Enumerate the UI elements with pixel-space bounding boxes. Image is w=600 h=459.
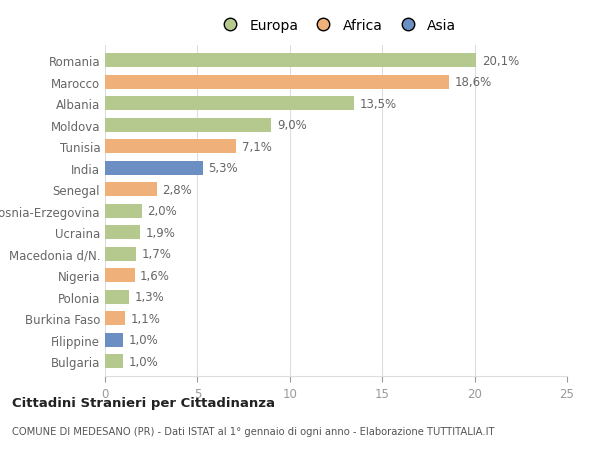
Bar — [105, 204, 142, 218]
Bar — [105, 312, 125, 325]
Bar — [105, 290, 129, 304]
Text: 1,9%: 1,9% — [146, 226, 176, 239]
Text: 1,0%: 1,0% — [129, 333, 159, 347]
Text: 18,6%: 18,6% — [454, 76, 491, 89]
Text: 1,6%: 1,6% — [140, 269, 170, 282]
Bar — [105, 183, 157, 196]
Bar — [105, 140, 236, 154]
Text: COMUNE DI MEDESANO (PR) - Dati ISTAT al 1° gennaio di ogni anno - Elaborazione T: COMUNE DI MEDESANO (PR) - Dati ISTAT al … — [12, 426, 494, 436]
Bar — [105, 226, 140, 240]
Text: 9,0%: 9,0% — [277, 119, 307, 132]
Text: 2,8%: 2,8% — [162, 183, 192, 196]
Text: 2,0%: 2,0% — [148, 205, 177, 218]
Bar — [105, 333, 124, 347]
Bar — [105, 354, 124, 368]
Bar — [105, 269, 134, 282]
Text: 1,7%: 1,7% — [142, 247, 172, 261]
Text: 1,0%: 1,0% — [129, 355, 159, 368]
Text: 20,1%: 20,1% — [482, 55, 519, 67]
Bar — [105, 75, 449, 90]
Bar — [105, 247, 136, 261]
Text: 5,3%: 5,3% — [208, 162, 238, 175]
Bar — [105, 118, 271, 132]
Text: 1,3%: 1,3% — [134, 291, 164, 303]
Text: 13,5%: 13,5% — [360, 97, 397, 110]
Bar — [105, 161, 203, 175]
Legend: Europa, Africa, Asia: Europa, Africa, Asia — [213, 16, 459, 36]
Text: 1,1%: 1,1% — [131, 312, 161, 325]
Text: Cittadini Stranieri per Cittadinanza: Cittadini Stranieri per Cittadinanza — [12, 396, 275, 409]
Bar — [105, 54, 476, 68]
Bar — [105, 97, 355, 111]
Text: 7,1%: 7,1% — [242, 140, 272, 153]
